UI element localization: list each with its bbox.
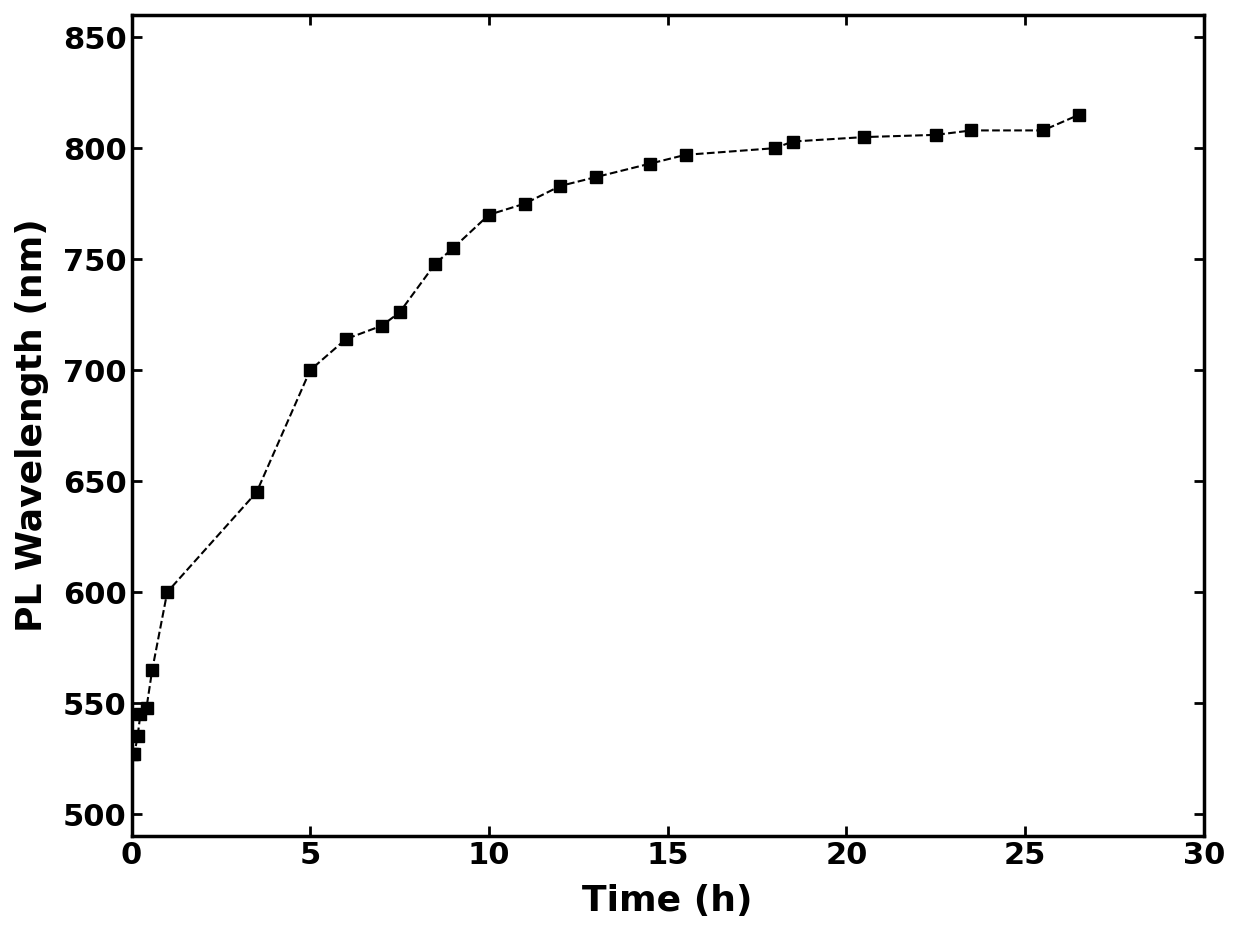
Y-axis label: PL Wavelength (nm): PL Wavelength (nm) [15, 218, 50, 633]
X-axis label: Time (h): Time (h) [583, 884, 753, 918]
